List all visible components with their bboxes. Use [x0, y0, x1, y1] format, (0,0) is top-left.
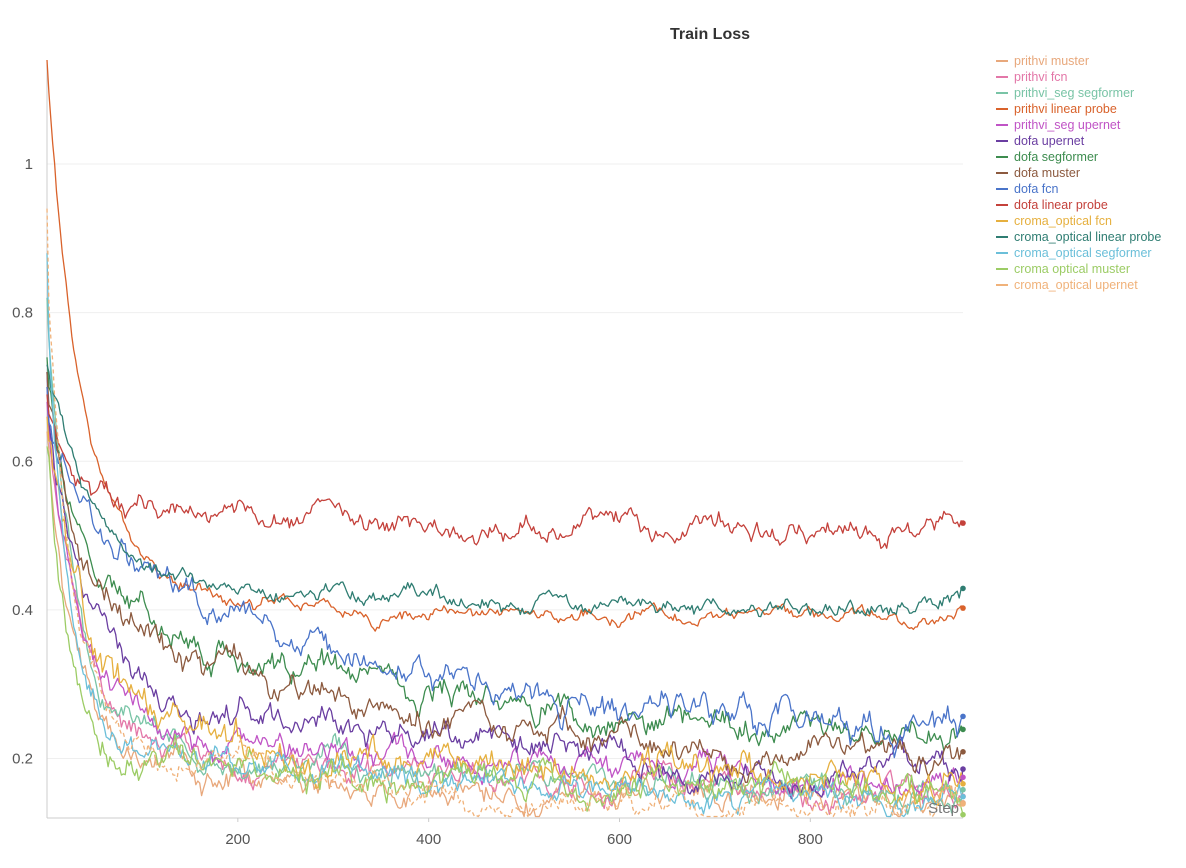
- legend-item[interactable]: prithvi linear probe: [996, 101, 1161, 117]
- legend-swatch: [996, 284, 1008, 286]
- series-line: [46, 372, 964, 800]
- series-line: [46, 416, 964, 807]
- legend-item[interactable]: croma_optical linear probe: [996, 229, 1161, 245]
- legend-swatch: [996, 140, 1008, 142]
- series-end-marker: [960, 786, 966, 793]
- legend-swatch: [996, 124, 1008, 126]
- x-tick-label: 200: [225, 831, 250, 848]
- series-line: [46, 364, 964, 618]
- legend-swatch: [996, 92, 1008, 94]
- legend-item[interactable]: dofa upernet: [996, 133, 1161, 149]
- legend: prithvi muster prithvi fcn prithvi_seg seg…: [996, 53, 1161, 293]
- legend-label: croma_optical upernet: [1014, 278, 1138, 292]
- series-line: [46, 394, 964, 550]
- series-line: [46, 357, 964, 752]
- series-end-marker: [960, 774, 966, 781]
- series-line: [46, 446, 964, 815]
- series-end-marker: [960, 766, 966, 772]
- legend-swatch: [996, 252, 1008, 254]
- legend-label: prithvi linear probe: [1014, 102, 1117, 116]
- series-end-marker: [960, 811, 966, 818]
- series-line: [46, 372, 964, 783]
- legend-swatch: [996, 172, 1008, 174]
- series-line: [46, 386, 964, 759]
- legend-item[interactable]: croma_optical fcn: [996, 213, 1161, 229]
- series-end-marker: [960, 605, 966, 611]
- legend-swatch: [996, 204, 1008, 206]
- legend-item[interactable]: prithvi_seg upernet: [996, 117, 1161, 133]
- x-tick-label: 400: [416, 831, 441, 848]
- legend-label: dofa segformer: [1014, 150, 1099, 164]
- series-line: [46, 297, 964, 815]
- legend-swatch: [996, 108, 1008, 110]
- chart-title: Train Loss: [669, 26, 751, 43]
- legend-swatch: [996, 188, 1008, 190]
- x-tick-label: 800: [798, 831, 823, 848]
- legend-item[interactable]: prithvi fcn: [996, 69, 1161, 85]
- legend-item[interactable]: dofa linear probe: [996, 197, 1161, 213]
- x-axis-label: Step: [928, 800, 959, 817]
- series-end-marker: [960, 801, 966, 807]
- legend-label: prithvi muster: [1014, 54, 1090, 68]
- legend-swatch: [996, 236, 1008, 238]
- legend-label: croma_optical linear probe: [1014, 230, 1162, 244]
- y-tick-label: 0.6: [12, 453, 33, 470]
- legend-item[interactable]: dofa muster: [996, 165, 1161, 181]
- series-end-marker: [960, 781, 966, 787]
- legend-swatch: [996, 60, 1008, 62]
- legend-item[interactable]: prithvi_seg segformer: [996, 85, 1161, 101]
- y-tick-label: 0.2: [12, 751, 33, 768]
- y-tick-label: 1: [25, 156, 33, 173]
- series-line: [46, 208, 964, 818]
- y-tick-label: 0.4: [12, 602, 33, 619]
- series-line: [46, 431, 964, 818]
- legend-item[interactable]: dofa segformer: [996, 149, 1161, 165]
- legend-swatch: [996, 268, 1008, 270]
- series-end-marker: [960, 585, 966, 592]
- legend-label: croma_optical segformer: [1014, 246, 1152, 260]
- legend-label: prithvi fcn: [1014, 70, 1068, 84]
- legend-item[interactable]: croma_optical segformer: [996, 245, 1161, 261]
- series-end-marker: [960, 749, 966, 755]
- legend-label: dofa upernet: [1014, 134, 1085, 148]
- legend-label: prithvi_seg upernet: [1014, 118, 1121, 132]
- legend-label: croma optical muster: [1014, 262, 1131, 276]
- legend-label: dofa muster: [1014, 166, 1081, 180]
- legend-label: croma_optical fcn: [1014, 214, 1112, 228]
- series-end-marker: [960, 726, 966, 733]
- series-line: [46, 59, 964, 632]
- y-tick-label: 0.8: [12, 305, 33, 322]
- legend-item[interactable]: croma optical muster: [996, 261, 1161, 277]
- legend-item[interactable]: dofa fcn: [996, 181, 1161, 197]
- legend-swatch: [996, 156, 1008, 158]
- legend-swatch: [996, 76, 1008, 78]
- legend-label: dofa fcn: [1014, 182, 1059, 196]
- series-line: [46, 386, 964, 815]
- legend-item[interactable]: prithvi muster: [996, 53, 1161, 69]
- series-end-marker: [960, 520, 966, 526]
- legend-label: prithvi_seg segformer: [1014, 86, 1135, 100]
- legend-swatch: [996, 220, 1008, 222]
- series-line: [46, 401, 964, 796]
- series-end-marker: [960, 793, 966, 800]
- legend-item[interactable]: croma_optical upernet: [996, 277, 1161, 293]
- series-end-marker: [960, 713, 966, 720]
- legend-label: dofa linear probe: [1014, 198, 1108, 212]
- x-tick-label: 600: [607, 831, 632, 848]
